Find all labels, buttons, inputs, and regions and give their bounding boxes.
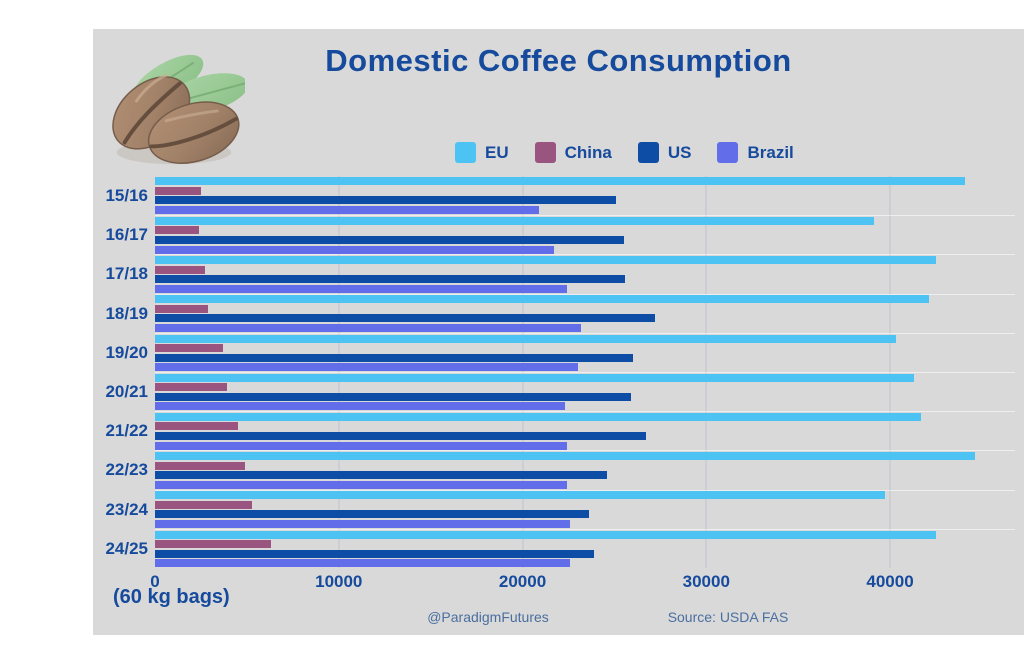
- y-axis-label-19-20: 19/20: [105, 342, 148, 362]
- x-tick-label-10000: 10000: [315, 572, 363, 591]
- coffee-beans-icon: [112, 54, 245, 165]
- bar-eu-15-16: [155, 177, 966, 186]
- chart-legend: EU China US Brazil: [455, 142, 794, 163]
- legend-item-china: China: [534, 142, 612, 163]
- bar-us-21-22: [155, 432, 646, 441]
- bar-china-20-21: [155, 383, 227, 392]
- bar-brazil-18-19: [155, 324, 582, 333]
- bar-brazil-20-21: [155, 402, 565, 411]
- x-axis-unit-label: (60 kg bags): [113, 586, 230, 608]
- bar-eu-18-19: [155, 295, 929, 304]
- bar-us-19-20: [155, 353, 633, 362]
- y-axis-label-24-25: 24/25: [105, 538, 148, 558]
- bar-us-17-18: [155, 275, 626, 284]
- bar-china-19-20: [155, 344, 223, 353]
- x-tick-label-20000: 20000: [498, 572, 547, 591]
- bar-china-21-22: [155, 422, 238, 431]
- bar-group-23-24: [155, 489, 1015, 529]
- bar-eu-21-22: [155, 412, 922, 421]
- chart-title: Domestic Coffee Consumption: [325, 43, 792, 78]
- bar-us-22-23: [155, 471, 608, 480]
- bar-eu-16-17: [155, 216, 874, 225]
- bar-eu-17-18: [155, 256, 936, 265]
- bar-china-18-19: [155, 304, 209, 313]
- bar-eu-24-25: [155, 530, 936, 539]
- bar-group-15-16: [155, 176, 1015, 215]
- bar-china-15-16: [155, 186, 201, 195]
- legend-label: Brazil: [747, 142, 794, 162]
- bar-group-17-18: [155, 254, 1015, 293]
- bar-eu-19-20: [155, 334, 896, 343]
- bar-brazil-24-25: [155, 559, 571, 568]
- data-source-credit: Source: USDA FAS: [667, 609, 789, 625]
- legend-swatch-us: [637, 142, 659, 163]
- bar-us-24-25: [155, 549, 595, 558]
- x-axis-ticks: 0 10000 20000 30000 40000: [150, 572, 1015, 596]
- bar-group-24-25: [155, 528, 1015, 568]
- legend-label: US: [667, 142, 692, 162]
- legend-item-brazil: Brazil: [717, 142, 794, 163]
- bar-china-16-17: [155, 226, 200, 235]
- bar-group-20-21: [155, 372, 1015, 411]
- legend-label: China: [564, 142, 612, 162]
- legend-swatch-eu: [455, 142, 476, 163]
- legend-label: EU: [485, 142, 509, 162]
- y-axis-label-18-19: 18/19: [105, 303, 148, 323]
- bar-group-21-22: [155, 411, 1015, 450]
- plot-area: 15/16 16/17 17/18 18/19 19/20 20/21 21/22 22/23…: [105, 176, 1015, 568]
- chart-card: Domestic Coffee Consumption EU China US Bra…: [93, 29, 1024, 635]
- y-axis-label-23-24: 23/24: [105, 499, 148, 519]
- legend-item-eu: EU: [455, 142, 509, 163]
- bar-us-23-24: [155, 510, 589, 519]
- legend-swatch-brazil: [717, 142, 739, 163]
- bar-china-17-18: [155, 265, 205, 274]
- y-axis-label-20-21: 20/21: [105, 382, 148, 401]
- bar-us-20-21: [155, 392, 631, 401]
- bar-china-22-23: [155, 461, 246, 470]
- bar-brazil-23-24: [155, 520, 571, 529]
- y-axis-label-22-23: 22/23: [105, 460, 148, 480]
- y-axis-label-16-17: 16/17: [105, 225, 148, 245]
- y-axis-label-21-22: 21/22: [105, 421, 148, 441]
- y-axis-label-17-18: 17/18: [105, 264, 148, 284]
- bar-us-18-19: [155, 314, 655, 323]
- x-tick-label-30000: 30000: [682, 572, 730, 591]
- bar-group-19-20: [155, 332, 1015, 372]
- bar-brazil-15-16: [155, 205, 540, 214]
- x-tick-label-0: 0: [150, 572, 160, 591]
- bar-group-16-17: [155, 215, 1015, 254]
- legend-swatch-china: [534, 142, 556, 163]
- bar-brazil-16-17: [155, 245, 554, 254]
- bar-china-24-25: [155, 540, 271, 549]
- bar-group-18-19: [155, 293, 1015, 333]
- bar-us-15-16: [155, 196, 617, 205]
- bar-us-16-17: [155, 236, 624, 245]
- bar-eu-23-24: [155, 491, 885, 500]
- author-handle: @ParadigmFutures: [427, 609, 549, 625]
- bar-brazil-17-18: [155, 284, 567, 293]
- bar-eu-20-21: [155, 373, 914, 382]
- bar-group-22-23: [155, 450, 1015, 489]
- bar-china-23-24: [155, 500, 253, 509]
- y-axis-label-15-16: 15/16: [105, 186, 148, 205]
- bar-brazil-21-22: [155, 441, 567, 450]
- bar-brazil-22-23: [155, 480, 567, 489]
- legend-item-us: US: [637, 142, 692, 163]
- bar-eu-22-23: [155, 452, 975, 461]
- bar-brazil-19-20: [155, 363, 578, 372]
- x-tick-label-40000: 40000: [866, 572, 914, 591]
